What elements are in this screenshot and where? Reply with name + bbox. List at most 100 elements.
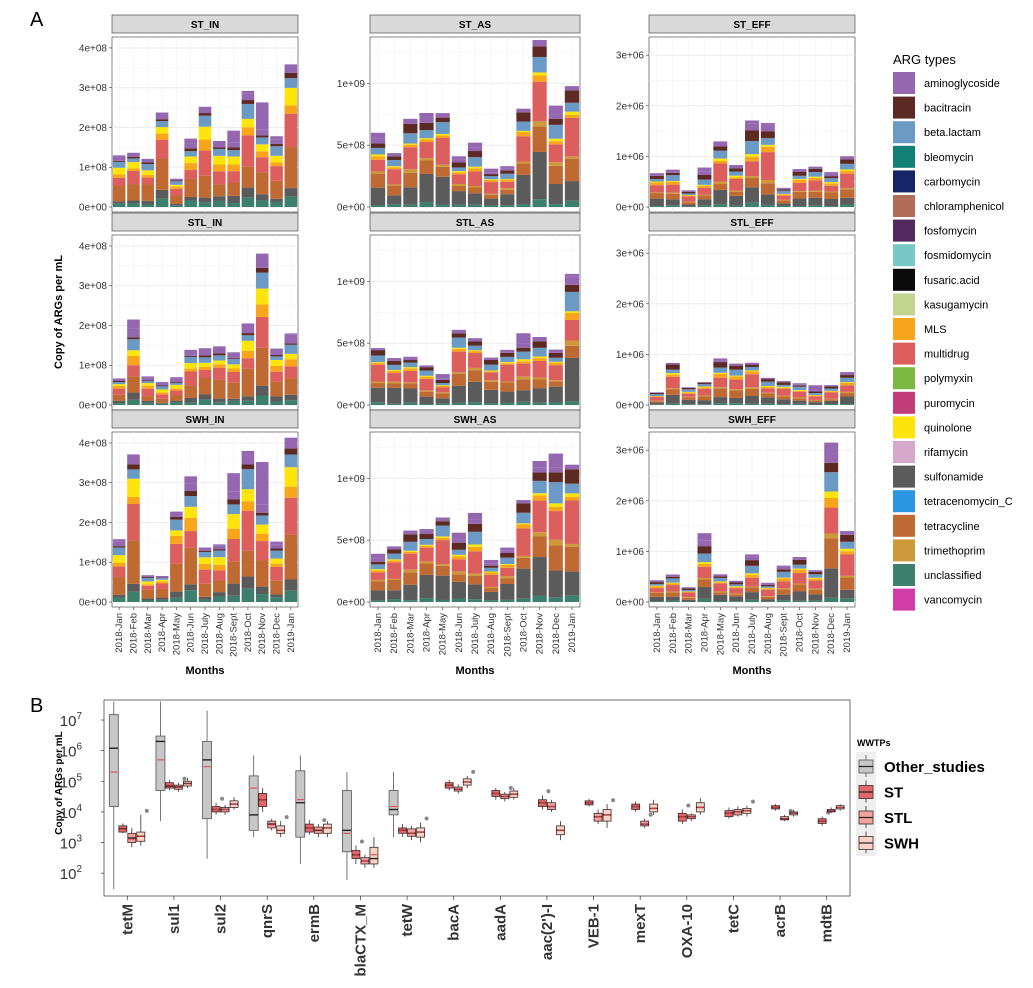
y-tick-label: 4e+08 <box>79 438 108 449</box>
stacked-bar-segment <box>697 540 712 547</box>
stacked-bar-segment <box>649 586 664 589</box>
legend-label: sulfonamide <box>924 472 983 484</box>
stacked-bar-segment <box>840 171 855 174</box>
stacked-bar-segment <box>213 367 226 380</box>
stacked-bar-segment <box>241 396 255 401</box>
stacked-bar-segment <box>184 496 197 507</box>
stacked-bar-segment <box>467 351 483 354</box>
stacked-bar-segment <box>241 550 255 577</box>
stacked-bar-segment <box>564 595 580 602</box>
stacked-bar-segment <box>184 368 197 372</box>
y-tick-base: 10 <box>60 774 77 791</box>
stacked-bar-segment <box>760 393 775 398</box>
stacked-bar-segment <box>284 497 298 535</box>
stacked-bar-segment <box>419 138 434 140</box>
stacked-bar-segment <box>745 370 759 372</box>
stacked-bar-segment <box>500 170 515 174</box>
stacked-bar-segment <box>532 377 547 380</box>
stacked-bar-segment <box>213 164 226 172</box>
stacked-bar-segment <box>284 188 298 197</box>
stacked-bar-segment <box>697 388 712 396</box>
stacked-bar-segment <box>713 576 728 578</box>
outlier-point <box>546 789 551 794</box>
stacked-bar-segment <box>170 395 183 401</box>
stacked-bar-segment <box>112 386 126 389</box>
stacked-bar-segment <box>564 320 580 341</box>
stacked-bar-segment <box>792 178 807 180</box>
stacked-bar-segment <box>112 167 126 175</box>
stacked-bar-segment <box>808 577 823 579</box>
stacked-bar-segment <box>713 591 728 593</box>
stacked-bar-segment <box>387 599 402 602</box>
stacked-bar-segment <box>548 118 563 125</box>
stacked-bar-segment <box>500 352 515 357</box>
stacked-bar-segment <box>284 113 298 148</box>
y-tick-label: 1e+08 <box>79 163 108 174</box>
stacked-bar-segment <box>745 364 759 367</box>
stacked-bar-segment <box>270 558 283 564</box>
stacked-bar-segment <box>729 588 744 594</box>
stacked-bar-segment <box>127 454 140 465</box>
stacked-bar-segment <box>112 156 126 161</box>
stacked-bar-segment <box>403 584 418 601</box>
stacked-bar-segment <box>729 580 744 583</box>
stacked-bar-segment <box>532 467 547 473</box>
stacked-bar-segment <box>435 521 450 526</box>
stacked-bar-segment <box>649 394 664 397</box>
y-tick-label: 3e+06 <box>616 249 645 260</box>
stacked-bar-segment <box>548 349 563 353</box>
stacked-bar-segment <box>649 402 664 405</box>
stacked-bar-segment <box>776 384 791 387</box>
stacked-bar-segment <box>729 171 744 176</box>
legend-swatch <box>893 588 915 611</box>
stacked-bar-segment <box>500 189 515 195</box>
stacked-bar-segment <box>824 597 839 602</box>
stacked-bar-segment <box>564 284 580 292</box>
x-tick-label: 2018-Aug <box>763 613 774 654</box>
stacked-bar-segment <box>760 588 775 590</box>
stacked-bar-segment <box>241 350 255 359</box>
stacked-bar-segment <box>713 160 728 164</box>
stacked-bar-segment <box>745 573 759 576</box>
x-tick-label: qnrS <box>259 904 276 938</box>
stacked-bar-segment <box>548 539 563 546</box>
stacked-bar-segment <box>697 587 712 599</box>
stacked-bar-segment <box>760 586 775 588</box>
stacked-bar-segment <box>419 158 434 161</box>
stacked-bar-segment <box>713 583 728 592</box>
stacked-bar-segment <box>532 500 547 533</box>
stacked-bar-segment <box>729 165 744 169</box>
x-tick-label: 2018-Jan <box>652 613 663 653</box>
stacked-bar-segment <box>112 174 126 178</box>
stacked-bar-segment <box>435 564 450 566</box>
stacked-bar-segment <box>467 186 483 188</box>
stacked-bar-segment <box>665 394 680 404</box>
stacked-bar-segment <box>112 177 126 186</box>
stacked-bar-segment <box>500 173 515 179</box>
stacked-bar-segment <box>532 358 547 361</box>
stacked-bar-segment <box>184 200 197 207</box>
stacked-bar-segment <box>451 372 466 374</box>
stacked-bar-segment <box>284 333 298 335</box>
stacked-bar-segment <box>141 577 155 582</box>
stacked-bar-segment <box>370 187 386 206</box>
stacked-bar-segment <box>840 531 855 535</box>
stacked-bar-segment <box>500 361 515 364</box>
stacked-bar-segment <box>419 533 434 539</box>
stacked-bar-segment <box>387 383 402 388</box>
stacked-bar-segment <box>141 177 155 185</box>
y-tick-base: 10 <box>60 713 77 730</box>
stacked-bar-segment <box>241 588 255 602</box>
stacked-bar-segment <box>729 369 744 376</box>
stacked-bar-segment <box>227 150 240 157</box>
stacked-bar-segment <box>141 184 155 201</box>
stacked-bar-segment <box>808 197 823 206</box>
stacked-bar-segment <box>155 579 169 582</box>
stacked-bar-segment <box>564 546 580 572</box>
stacked-bar-segment <box>548 386 563 403</box>
stacked-bar-segment <box>270 594 283 598</box>
stacked-bar-segment <box>112 378 126 381</box>
stacked-bar-segment <box>284 366 298 379</box>
legend-swatch <box>893 219 915 242</box>
stacked-bar-segment <box>370 154 386 157</box>
